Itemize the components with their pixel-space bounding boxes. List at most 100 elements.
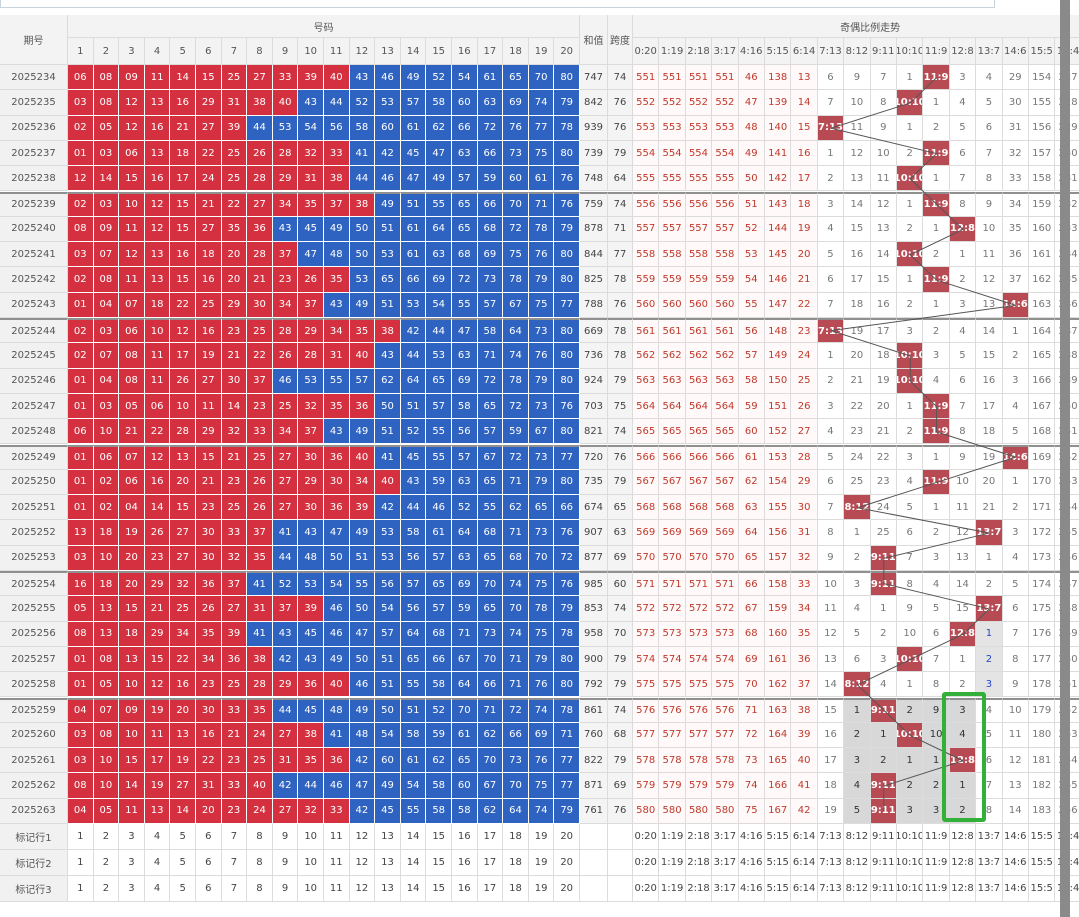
footer-number-cell[interactable]: 20 [554, 824, 580, 850]
footer-ratio-cell[interactable]: 9:11 [870, 824, 897, 850]
footer-ratio-cell[interactable]: 9:11 [870, 876, 897, 902]
footer-number-cell[interactable]: 18 [503, 850, 529, 876]
footer-number-cell[interactable]: 5 [170, 850, 196, 876]
footer-ratio-cell[interactable]: 4:16 [738, 824, 765, 850]
footer-number-cell[interactable]: 13 [375, 850, 401, 876]
footer-ratio-cell[interactable]: 4:16 [738, 850, 765, 876]
footer-ratio-cell[interactable]: 7:13 [817, 876, 845, 902]
footer-ratio-cell[interactable]: 3:17 [712, 876, 739, 902]
footer-ratio-cell[interactable]: 1:19 [659, 876, 686, 902]
footer-number-cell[interactable]: 19 [528, 876, 555, 902]
footer-ratio-cell[interactable]: 5:15 [765, 824, 792, 850]
footer-ratio-cell[interactable]: 12:8 [949, 824, 977, 850]
footer-number-cell[interactable]: 3 [119, 824, 145, 850]
footer-number-cell[interactable]: 6 [196, 876, 222, 902]
footer-ratio-cell[interactable]: 11:9 [923, 824, 950, 850]
footer-number-cell[interactable]: 17 [477, 876, 504, 902]
footer-ratio-cell[interactable]: 4:16 [738, 876, 765, 902]
footer-ratio-cell[interactable]: 10:10 [897, 876, 924, 902]
footer-number-cell[interactable]: 8 [247, 876, 273, 902]
footer-ratio-cell[interactable]: 2:18 [685, 824, 713, 850]
footer-number-cell[interactable]: 15 [426, 876, 452, 902]
footer-number-cell[interactable]: 6 [196, 850, 222, 876]
footer-number-cell[interactable]: 10 [298, 876, 324, 902]
footer-number-cell[interactable]: 17 [477, 824, 504, 850]
footer-ratio-cell[interactable]: 13:7 [976, 876, 1003, 902]
footer-ratio-cell[interactable]: 6:14 [791, 850, 818, 876]
footer-number-cell[interactable]: 19 [528, 850, 555, 876]
footer-ratio-cell[interactable]: 8:12 [844, 876, 871, 902]
footer-ratio-cell[interactable]: 15:5 [1029, 876, 1056, 902]
footer-ratio-cell[interactable]: 15:5 [1029, 850, 1056, 876]
footer-ratio-cell[interactable]: 14:6 [1002, 824, 1029, 850]
footer-number-cell[interactable]: 20 [554, 876, 580, 902]
footer-number-cell[interactable]: 15 [426, 850, 452, 876]
footer-number-cell[interactable]: 16 [452, 876, 478, 902]
footer-ratio-cell[interactable]: 2:18 [685, 850, 713, 876]
footer-number-cell[interactable]: 1 [68, 876, 94, 902]
footer-ratio-cell[interactable]: 0:20 [633, 850, 660, 876]
footer-ratio-cell[interactable]: 12:8 [949, 876, 977, 902]
footer-number-cell[interactable]: 5 [170, 876, 196, 902]
footer-number-cell[interactable]: 11 [324, 876, 350, 902]
footer-number-cell[interactable]: 4 [144, 850, 171, 876]
footer-ratio-cell[interactable]: 1:19 [659, 824, 686, 850]
footer-number-cell[interactable]: 8 [247, 850, 273, 876]
footer-number-cell[interactable]: 3 [119, 850, 145, 876]
footer-number-cell[interactable]: 12 [349, 850, 376, 876]
footer-number-cell[interactable]: 20 [554, 850, 580, 876]
vertical-scrollbar[interactable] [1060, 0, 1070, 917]
footer-ratio-cell[interactable]: 6:14 [791, 876, 818, 902]
footer-ratio-cell[interactable]: 10:10 [897, 824, 924, 850]
footer-number-cell[interactable]: 4 [144, 876, 171, 902]
footer-ratio-cell[interactable]: 10:10 [897, 850, 924, 876]
footer-number-cell[interactable]: 15 [426, 824, 452, 850]
footer-number-cell[interactable]: 14 [400, 824, 427, 850]
footer-number-cell[interactable]: 12 [349, 824, 376, 850]
footer-ratio-cell[interactable]: 13:7 [976, 824, 1003, 850]
footer-ratio-cell[interactable]: 7:13 [817, 824, 845, 850]
footer-ratio-cell[interactable]: 14:6 [1002, 876, 1029, 902]
footer-number-cell[interactable]: 7 [221, 850, 248, 876]
footer-ratio-cell[interactable]: 7:13 [817, 850, 845, 876]
footer-number-cell[interactable]: 2 [93, 824, 120, 850]
footer-ratio-cell[interactable]: 3:17 [712, 824, 739, 850]
footer-ratio-cell[interactable]: 8:12 [844, 824, 871, 850]
footer-ratio-cell[interactable]: 11:9 [923, 850, 950, 876]
footer-ratio-cell[interactable]: 12:8 [949, 850, 977, 876]
footer-number-cell[interactable]: 14 [400, 850, 427, 876]
footer-number-cell[interactable]: 18 [503, 824, 529, 850]
footer-number-cell[interactable]: 19 [528, 824, 555, 850]
footer-ratio-cell[interactable]: 8:12 [844, 850, 871, 876]
footer-number-cell[interactable]: 18 [503, 876, 529, 902]
footer-ratio-cell[interactable]: 11:9 [923, 876, 950, 902]
footer-number-cell[interactable]: 10 [298, 850, 324, 876]
footer-number-cell[interactable]: 9 [272, 850, 299, 876]
footer-number-cell[interactable]: 16 [452, 824, 478, 850]
footer-number-cell[interactable]: 9 [272, 824, 299, 850]
footer-ratio-cell[interactable]: 1:19 [659, 850, 686, 876]
footer-ratio-cell[interactable]: 13:7 [976, 850, 1003, 876]
footer-ratio-cell[interactable]: 0:20 [633, 824, 660, 850]
footer-number-cell[interactable]: 7 [221, 824, 248, 850]
footer-number-cell[interactable]: 3 [119, 876, 145, 902]
footer-ratio-cell[interactable]: 9:11 [870, 850, 897, 876]
footer-number-cell[interactable]: 16 [452, 850, 478, 876]
footer-ratio-cell[interactable]: 3:17 [712, 850, 739, 876]
footer-number-cell[interactable]: 13 [375, 824, 401, 850]
footer-ratio-cell[interactable]: 5:15 [765, 850, 792, 876]
footer-number-cell[interactable]: 11 [324, 850, 350, 876]
footer-number-cell[interactable]: 5 [170, 824, 196, 850]
footer-number-cell[interactable]: 12 [349, 876, 376, 902]
footer-number-cell[interactable]: 1 [68, 850, 94, 876]
footer-number-cell[interactable]: 2 [93, 850, 120, 876]
footer-number-cell[interactable]: 14 [400, 876, 427, 902]
footer-number-cell[interactable]: 9 [272, 876, 299, 902]
footer-number-cell[interactable]: 13 [375, 876, 401, 902]
footer-number-cell[interactable]: 11 [324, 824, 350, 850]
footer-number-cell[interactable]: 8 [247, 824, 273, 850]
footer-ratio-cell[interactable]: 2:18 [685, 876, 713, 902]
footer-ratio-cell[interactable]: 14:6 [1002, 850, 1029, 876]
footer-ratio-cell[interactable]: 6:14 [791, 824, 818, 850]
footer-number-cell[interactable]: 17 [477, 850, 504, 876]
